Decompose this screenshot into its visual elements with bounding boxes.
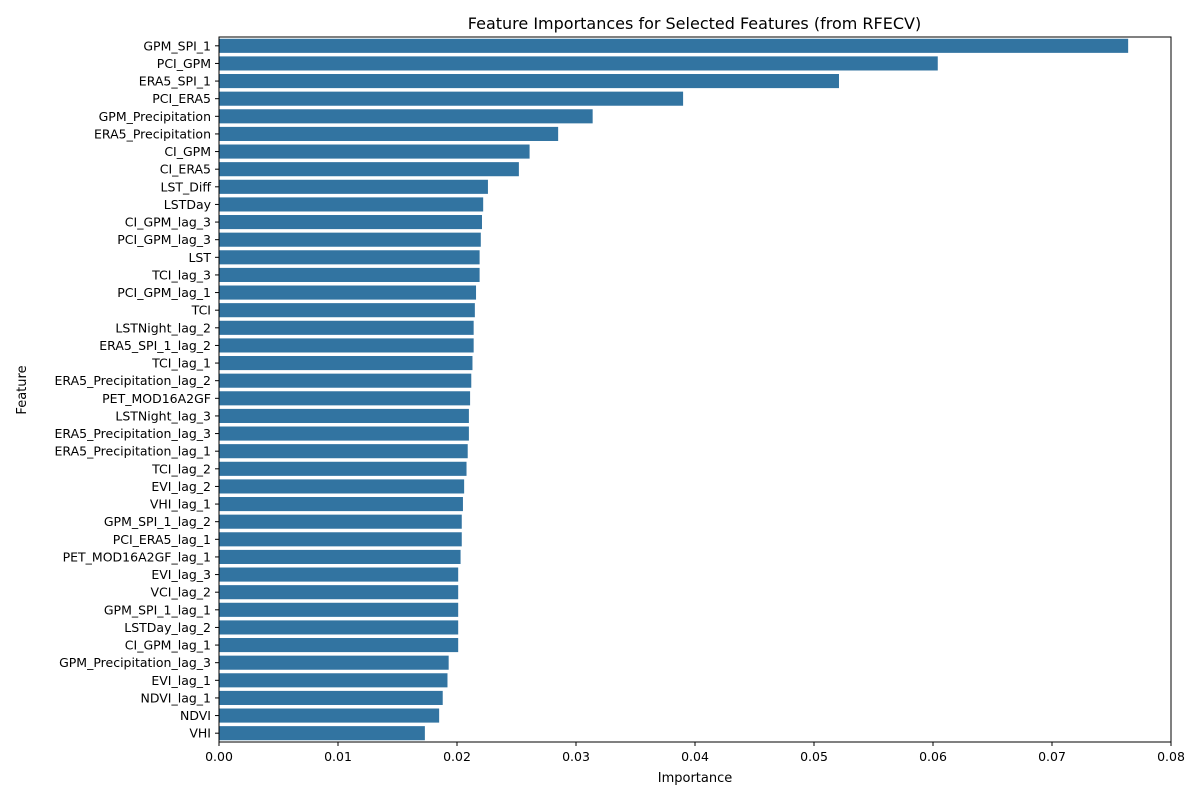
bar-LST_Diff [219,179,488,194]
x-tick-label: 0.07 [1038,749,1066,764]
x-tick-label: 0.02 [443,749,471,764]
bar-TCI_lag_2 [219,461,467,476]
bar-ERA5_Precipitation [219,126,559,141]
y-tick-label: ERA5_Precipitation_lag_1 [55,444,211,459]
bar-PCI_ERA5_lag_1 [219,532,462,547]
x-axis-label: Importance [658,771,733,786]
bar-VHI_lag_1 [219,497,463,512]
bar-GPM_SPI_1_lag_2 [219,514,462,529]
y-tick-label: ERA5_SPI_1 [139,74,211,89]
y-tick-label: TCI_lag_1 [151,356,211,371]
bar-CI_GPM_lag_1 [219,638,459,653]
y-tick-label: PCI_GPM_lag_1 [117,285,211,300]
bar-NDVI [219,708,440,723]
bar-ERA5_SPI_1 [219,74,839,89]
bar-GPM_Precipitation [219,109,593,124]
bar-PCI_GPM_lag_3 [219,232,481,247]
bar-ERA5_Precipitation_lag_1 [219,444,468,459]
y-tick-label: GPM_SPI_1_lag_2 [104,514,211,529]
y-tick-label: CI_GPM_lag_1 [125,638,211,653]
bar-PCI_ERA5 [219,91,684,106]
bars-group [219,38,1129,741]
y-tick-label: NDVI [180,708,211,723]
bar-TCI_lag_3 [219,267,480,282]
bar-CI_GPM_lag_3 [219,215,482,230]
bar-LST [219,250,480,265]
x-tick-label: 0.01 [324,749,352,764]
y-tick-label: EVI_lag_2 [151,479,211,494]
y-tick-label: VHI_lag_1 [150,497,211,512]
bar-PET_MOD16A2GF_lag_1 [219,549,461,564]
y-axis-ticks: GPM_SPI_1 PCI_GPM ERA5_SPI_1 PCI_ERA5 GPM_Pr… [55,38,219,741]
y-tick-label: LST [188,250,211,265]
bar-LSTNight_lag_2 [219,320,474,335]
y-tick-label: CI_GPM [164,144,211,159]
x-tick-label: 0.05 [800,749,828,764]
bar-TCI [219,303,475,318]
y-tick-label: PCI_ERA5_lag_1 [113,532,211,547]
plot-frame [218,36,1172,743]
y-tick-label: GPM_SPI_1 [143,38,211,53]
bar-CI_GPM [219,144,530,159]
bar-CI_ERA5 [219,162,519,177]
bar-NDVI_lag_1 [219,690,443,705]
bar-GPM_SPI_1_lag_1 [219,602,459,617]
bar-GPM_SPI_1 [219,38,1129,53]
bar-EVI_lag_3 [219,567,459,582]
bar-ERA5_SPI_1_lag_2 [219,338,474,353]
chart-title: Feature Importances for Selected Feature… [468,14,921,33]
bar-LSTDay_lag_2 [219,620,459,635]
bar-VHI [219,726,425,741]
y-tick-label: CI_GPM_lag_3 [125,215,211,230]
y-tick-label: NDVI_lag_1 [140,690,211,705]
y-tick-label: PET_MOD16A2GF [102,391,211,406]
y-tick-label: GPM_Precipitation_lag_3 [59,655,211,670]
x-axis-ticks: 0.00 0.01 0.02 0.03 0.04 0.05 0.06 0.07 0.08 [205,742,1185,764]
bar-EVI_lag_1 [219,673,448,688]
y-tick-label: LST_Diff [161,179,212,194]
y-tick-label: ERA5_Precipitation_lag_3 [55,426,211,441]
y-tick-label: TCI [191,303,211,318]
x-tick-label: 0.00 [205,749,233,764]
x-tick-label: 0.06 [919,749,947,764]
y-tick-label: GPM_Precipitation [99,109,211,124]
y-tick-label: PCI_ERA5 [152,91,211,106]
bar-EVI_lag_2 [219,479,465,494]
y-axis-label: Feature [15,365,30,414]
y-tick-label: PCI_GPM [157,56,211,71]
y-tick-label: PET_MOD16A2GF_lag_1 [63,549,211,564]
y-tick-label: ERA5_Precipitation [94,126,211,141]
x-tick-label: 0.08 [1157,749,1185,764]
y-tick-label: LSTDay_lag_2 [124,620,211,635]
y-tick-label: LSTNight_lag_3 [115,408,211,423]
y-tick-label: LSTNight_lag_2 [115,320,211,335]
y-tick-label: PCI_GPM_lag_3 [117,232,211,247]
bar-LSTDay [219,197,484,212]
y-tick-label: TCI_lag_2 [151,461,211,476]
bar-ERA5_Precipitation_lag_3 [219,426,469,441]
y-tick-label: TCI_lag_3 [151,267,211,282]
bar-LSTNight_lag_3 [219,408,469,423]
bar-VCI_lag_2 [219,585,459,600]
bar-PET_MOD16A2GF [219,391,471,406]
bar-TCI_lag_1 [219,356,473,371]
x-tick-label: 0.04 [681,749,709,764]
bar-PCI_GPM [219,56,938,71]
bar-PCI_GPM_lag_1 [219,285,477,300]
y-tick-label: VHI [189,726,211,741]
y-tick-label: EVI_lag_3 [151,567,211,582]
y-tick-label: ERA5_Precipitation_lag_2 [55,373,211,388]
y-tick-label: VCI_lag_2 [151,585,212,600]
y-tick-label: LSTDay [164,197,212,212]
x-tick-label: 0.03 [562,749,590,764]
bar-ERA5_Precipitation_lag_2 [219,373,472,388]
bar-GPM_Precipitation_lag_3 [219,655,449,670]
y-tick-label: ERA5_SPI_1_lag_2 [99,338,211,353]
y-tick-label: EVI_lag_1 [151,673,211,688]
y-tick-label: GPM_SPI_1_lag_1 [104,602,211,617]
y-tick-label: CI_ERA5 [160,162,211,177]
